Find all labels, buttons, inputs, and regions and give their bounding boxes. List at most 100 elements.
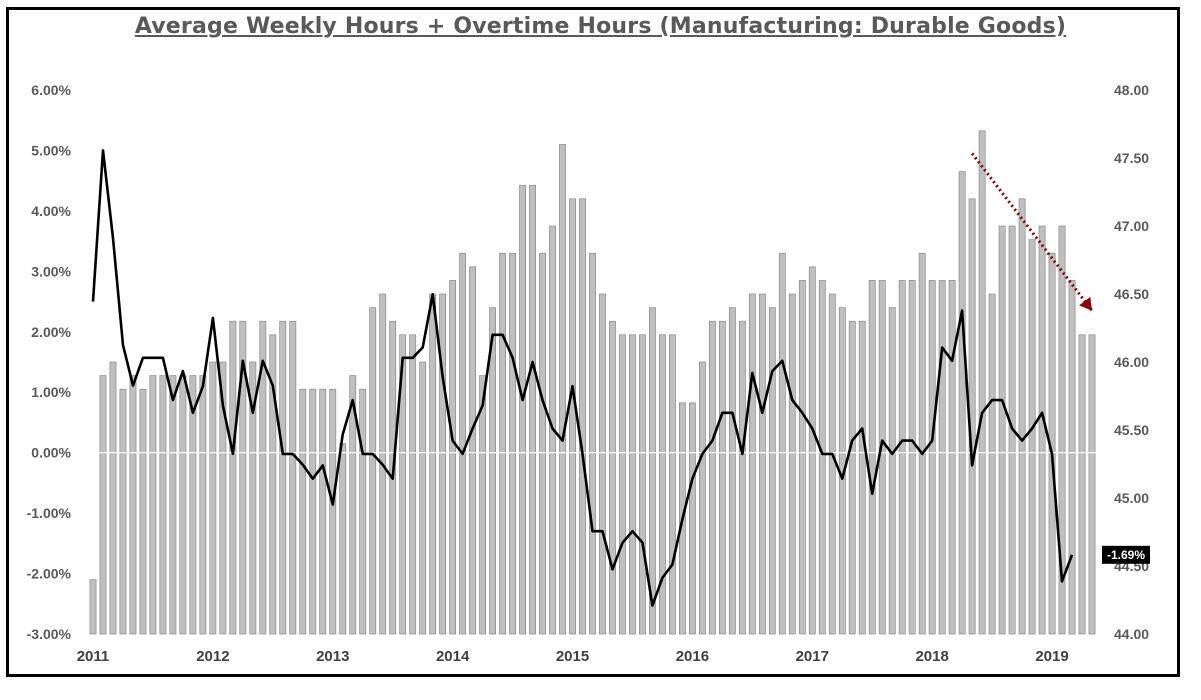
bar	[509, 252, 516, 635]
bar	[499, 252, 506, 635]
bar	[768, 307, 776, 635]
bar	[139, 388, 147, 635]
right-tick-label: 45.50	[1114, 422, 1149, 438]
bar	[119, 388, 127, 635]
left-axis: 6.00% 5.00% 4.00% 3.00% 2.00% 1.00% 0.00% -1.00…	[27, 82, 72, 642]
x-tick-label: 2011	[77, 648, 110, 665]
x-tick-label: 2013	[316, 648, 349, 665]
bar	[349, 375, 357, 635]
bar	[1078, 334, 1086, 635]
right-tick-label: 46.50	[1114, 286, 1149, 302]
left-tick-label: -1.00%	[27, 505, 72, 521]
bar	[619, 334, 626, 635]
bar	[918, 252, 926, 635]
bar	[409, 334, 417, 635]
bar	[579, 198, 586, 635]
bar	[299, 388, 307, 635]
bar	[309, 388, 317, 635]
bar	[269, 334, 277, 635]
bar	[728, 307, 736, 635]
trend-arrow	[970, 152, 1094, 312]
bar	[539, 252, 546, 635]
bar	[848, 320, 856, 635]
left-tick-label: 0.00%	[31, 445, 71, 461]
x-tick-label: 2018	[915, 648, 948, 665]
x-tick-label: 2019	[1035, 648, 1068, 665]
bar	[429, 293, 437, 635]
bar	[1068, 280, 1076, 635]
bar	[319, 388, 327, 635]
bar	[948, 280, 956, 635]
bar	[569, 198, 576, 635]
bar	[788, 293, 796, 635]
bar	[169, 375, 177, 635]
bar	[419, 361, 427, 635]
bar	[289, 320, 297, 635]
bar	[239, 320, 247, 635]
bar	[519, 184, 526, 635]
bar	[978, 130, 986, 635]
bar	[748, 293, 756, 635]
bar	[449, 280, 457, 635]
bar	[698, 361, 706, 635]
series-line	[91, 149, 1074, 607]
left-tick-label: 5.00%	[31, 142, 71, 158]
bar	[938, 280, 946, 635]
bar	[689, 402, 696, 635]
x-tick-label: 2015	[556, 648, 589, 665]
left-tick-label: 4.00%	[31, 203, 71, 219]
bar	[928, 280, 936, 635]
bar	[888, 307, 896, 635]
right-axis: 48.0047.5047.0046.5046.0045.5045.0044.50…	[1114, 82, 1149, 642]
bar	[1058, 225, 1066, 635]
bar	[149, 375, 157, 635]
bar	[629, 334, 636, 635]
bar	[189, 375, 197, 635]
chart-title: Average Weekly Hours + Overtime Hours (M…	[134, 14, 1067, 39]
bar	[279, 320, 287, 635]
bar	[259, 320, 267, 635]
bar	[798, 280, 806, 635]
line-series	[91, 149, 1074, 607]
left-tick-label: -2.00%	[27, 566, 72, 582]
left-tick-label: 6.00%	[31, 82, 71, 98]
left-tick-label: 3.00%	[31, 263, 71, 279]
right-tick-label: 45.00	[1114, 490, 1149, 506]
right-tick-label: 47.50	[1114, 150, 1149, 166]
bar	[1038, 225, 1046, 635]
bar	[559, 144, 566, 635]
bar	[609, 320, 616, 635]
bar	[808, 266, 816, 635]
bar	[738, 320, 746, 635]
bar	[1088, 334, 1096, 635]
bar	[479, 375, 487, 635]
bar	[998, 225, 1006, 635]
bar	[649, 307, 656, 635]
x-tick-label: 2014	[436, 648, 470, 665]
bar	[758, 293, 766, 635]
bar	[818, 280, 826, 635]
bar	[589, 252, 596, 635]
right-tick-label: 48.00	[1114, 82, 1149, 98]
x-tick-label: 2012	[196, 648, 229, 665]
bar	[1028, 239, 1036, 635]
bar	[828, 293, 836, 635]
bar	[229, 320, 237, 635]
bar	[439, 293, 447, 635]
bar	[129, 375, 137, 635]
x-tick-label: 2016	[676, 648, 709, 665]
right-tick-label: 44.00	[1114, 626, 1149, 642]
bar	[369, 307, 377, 635]
bar	[89, 579, 97, 635]
bar	[399, 334, 407, 635]
right-tick-label: 46.00	[1114, 354, 1149, 370]
bar	[339, 443, 347, 635]
bar	[718, 320, 726, 635]
bar	[898, 280, 906, 635]
bar	[109, 361, 117, 635]
bar	[329, 388, 337, 635]
last-value-label-text: -1.69%	[1107, 548, 1145, 562]
bar	[1018, 198, 1026, 635]
x-tick-label: 2017	[796, 648, 829, 665]
